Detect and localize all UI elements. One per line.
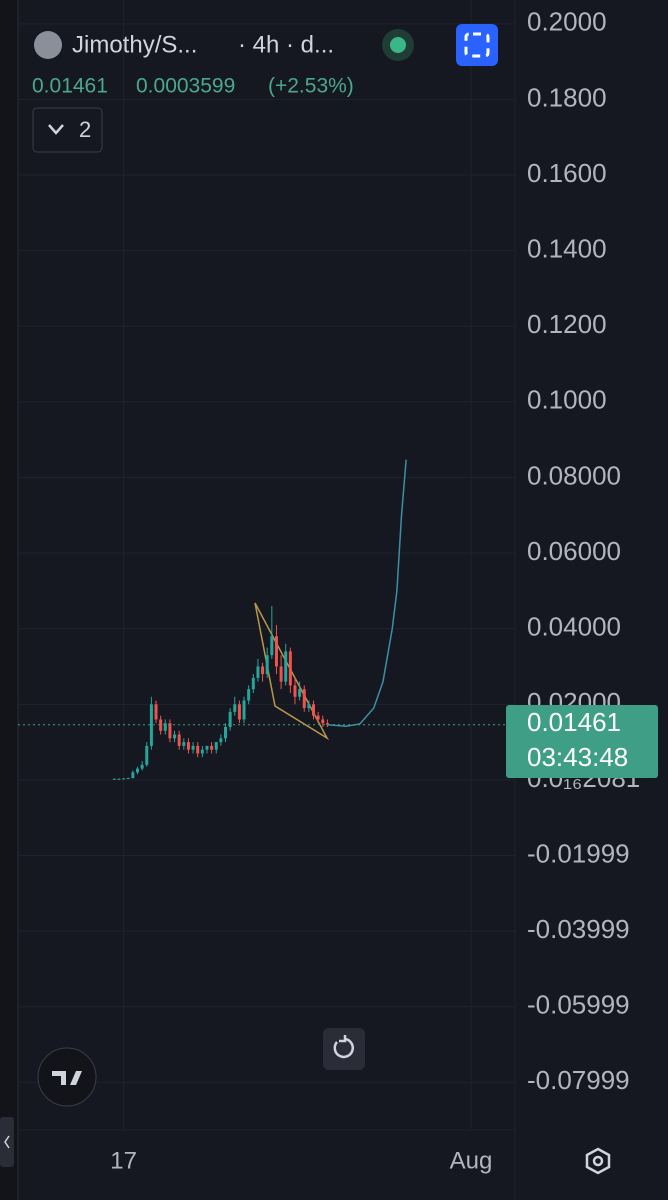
candle-body <box>131 772 135 779</box>
y-tick-label: 0.1800 <box>527 82 607 112</box>
candle-body <box>177 734 181 746</box>
reset-icon <box>333 1035 354 1059</box>
candle-body <box>270 636 274 656</box>
y-tick-label: -0.01999 <box>527 838 630 868</box>
interval[interactable]: · 4h · d... <box>238 31 334 58</box>
price-label-box <box>506 705 658 778</box>
candle-body <box>307 704 311 709</box>
settings-icon-center <box>592 1155 604 1167</box>
candle-body <box>140 764 144 769</box>
candle-body <box>302 689 306 709</box>
candle-body <box>247 689 251 701</box>
candle-body <box>145 745 149 765</box>
candle-body <box>219 738 223 743</box>
candle-body <box>173 734 177 739</box>
candle-body <box>159 719 163 731</box>
left-margin <box>0 0 18 1200</box>
candle-body <box>205 745 209 750</box>
y-tick-label: 0.1600 <box>527 158 607 188</box>
candle-body <box>261 666 265 675</box>
y-tick-label: 0.1200 <box>527 309 607 339</box>
candle-body <box>321 719 325 724</box>
y-tick-label: 0.04000 <box>527 612 621 642</box>
change: 0.0003599 <box>136 75 235 98</box>
candle-body <box>210 745 214 750</box>
y-tick-label: 0.2000 <box>527 7 607 37</box>
candle-body <box>274 636 278 667</box>
candle-body <box>168 723 172 739</box>
time-axis: 17 Aug <box>110 1147 492 1174</box>
projection-line <box>327 459 407 727</box>
y-tick-label: -0.03999 <box>527 914 630 944</box>
candle-body <box>117 778 121 780</box>
candle-body <box>200 749 204 754</box>
side-panel-toggle[interactable] <box>0 1117 14 1167</box>
indicators-toggle[interactable] <box>32 107 103 153</box>
candle-body <box>284 651 288 682</box>
candle-body <box>224 726 228 739</box>
candle-body <box>136 768 140 773</box>
y-tick-label: 0.08000 <box>527 460 621 490</box>
reset-button[interactable] <box>323 1028 365 1070</box>
indicator-count: 2 <box>79 117 91 142</box>
candle-body <box>182 742 186 746</box>
candle-body <box>316 715 320 720</box>
candle-body <box>233 704 237 712</box>
candle-body <box>112 778 116 780</box>
candle-body <box>214 742 218 750</box>
candle-body <box>288 651 292 686</box>
y-tick-label: 0.06000 <box>527 536 621 566</box>
candle-body <box>196 745 200 754</box>
candle-body <box>149 704 153 746</box>
candle-body <box>265 655 269 675</box>
tv-logo-mark <box>52 1071 82 1085</box>
y-tick-label: -0.07999 <box>527 1065 630 1095</box>
candle-body <box>191 745 195 750</box>
candle-body <box>228 711 232 727</box>
settings-icon[interactable] <box>585 1147 611 1175</box>
candle-body <box>312 704 316 716</box>
candle-body <box>279 666 283 682</box>
plot <box>18 459 515 780</box>
y-tick-label: -0.05999 <box>527 990 630 1020</box>
y-tick-label: 0.1400 <box>527 234 607 264</box>
fullscreen-button[interactable] <box>456 24 498 66</box>
fullscreen-icon <box>464 32 490 58</box>
symbol[interactable]: Jimothy/S... <box>72 31 197 58</box>
chevron-icon <box>48 124 64 135</box>
grid <box>18 0 515 1130</box>
candle-body <box>126 778 130 780</box>
x-tick-label: 17 <box>110 1147 137 1174</box>
candle-body <box>237 704 241 720</box>
candle-body <box>122 778 126 780</box>
price-label: 0.01461 <box>527 707 621 737</box>
candle-body <box>298 689 302 697</box>
candle-body <box>163 723 167 731</box>
candle-body <box>154 704 158 720</box>
candle-body <box>293 685 297 697</box>
y-tick-label: 0.1000 <box>527 385 607 415</box>
candle-body <box>256 666 260 678</box>
candle-body <box>251 677 255 690</box>
change-pct: (+2.53%) <box>268 75 354 98</box>
candle-body <box>325 723 329 725</box>
x-tick-label: Aug <box>450 1147 493 1174</box>
last-price: 0.01461 <box>32 75 108 98</box>
symbol-avatar[interactable] <box>34 31 62 59</box>
tv-logo[interactable] <box>37 1047 97 1107</box>
side-chevron <box>4 1135 10 1149</box>
candle-body <box>242 700 246 720</box>
countdown: 03:43:48 <box>527 742 628 772</box>
candle-body <box>186 742 190 750</box>
status-dot <box>390 37 406 53</box>
